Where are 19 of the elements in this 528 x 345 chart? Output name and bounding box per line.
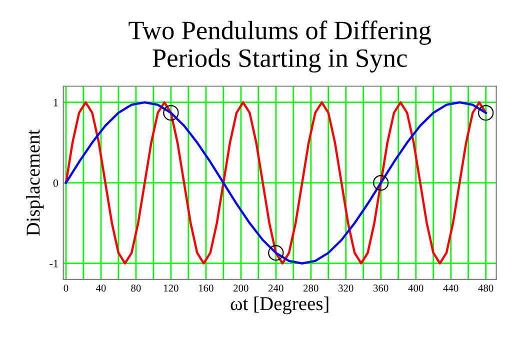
- y-axis-title: Displacement: [26, 130, 44, 236]
- x-tick-label: 480: [478, 284, 494, 292]
- x-axis-title: ωt [Degrees]: [230, 296, 328, 314]
- x-tick-label: 360: [374, 284, 388, 292]
- x-tick-label: 400: [408, 284, 424, 292]
- x-tick-label: 80: [131, 284, 141, 292]
- x-tick-label: 160: [199, 284, 214, 292]
- x-tick-label: 200: [234, 284, 248, 292]
- x-tick-label: 440: [443, 284, 458, 292]
- x-tick-label: 120: [164, 284, 178, 292]
- x-tick-label: 280: [304, 284, 318, 292]
- x-tick-label: 320: [338, 284, 354, 292]
- x-tick-label: 0: [64, 284, 68, 292]
- x-tick-label: 40: [96, 284, 106, 292]
- y-tick-label: 0: [53, 179, 58, 187]
- chart-title: Two Pendulums of Differing Periods Starting in Sync: [128, 20, 431, 72]
- y-tick-label: 1: [54, 98, 58, 106]
- y-tick-label: -1: [50, 260, 58, 268]
- x-tick-label: 240: [268, 284, 284, 292]
